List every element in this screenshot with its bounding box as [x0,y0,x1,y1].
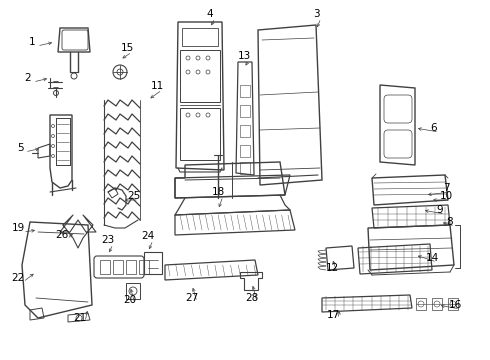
Text: 19: 19 [11,223,24,233]
Text: 18: 18 [211,187,224,197]
Text: 9: 9 [437,205,443,215]
Text: 15: 15 [121,43,134,53]
Text: 8: 8 [447,217,453,227]
Bar [240,85,250,97]
Bar [126,260,136,274]
Text: 26: 26 [55,230,69,240]
Text: 21: 21 [74,313,87,323]
Text: 22: 22 [11,273,24,283]
Text: 25: 25 [127,191,141,201]
Bar [180,108,220,160]
Bar [100,260,110,274]
Text: 7: 7 [442,183,449,193]
Text: 1: 1 [29,37,35,47]
Text: 4: 4 [207,9,213,19]
Text: 17: 17 [326,310,340,320]
Bar [113,260,123,274]
Bar [448,298,458,310]
Bar [240,105,250,117]
Text: 16: 16 [448,300,462,310]
Text: 24: 24 [142,231,155,241]
Text: 11: 11 [150,81,164,91]
Bar [180,50,220,102]
Text: 14: 14 [425,253,439,263]
Bar [182,28,218,46]
Bar [416,298,426,310]
Text: 20: 20 [123,295,137,305]
Bar [432,298,442,310]
Text: 12: 12 [325,263,339,273]
Text: 13: 13 [237,51,250,61]
Text: 5: 5 [17,143,24,153]
Text: 10: 10 [440,191,453,201]
Text: 2: 2 [24,73,31,83]
Text: 23: 23 [101,235,115,245]
Bar [139,260,149,274]
Bar [240,125,250,137]
Bar [240,145,250,157]
Bar [240,162,250,174]
Text: 3: 3 [313,9,319,19]
Text: 27: 27 [185,293,198,303]
Text: 28: 28 [245,293,259,303]
Bar [126,283,140,299]
Bar [144,252,162,274]
Text: 6: 6 [431,123,437,133]
